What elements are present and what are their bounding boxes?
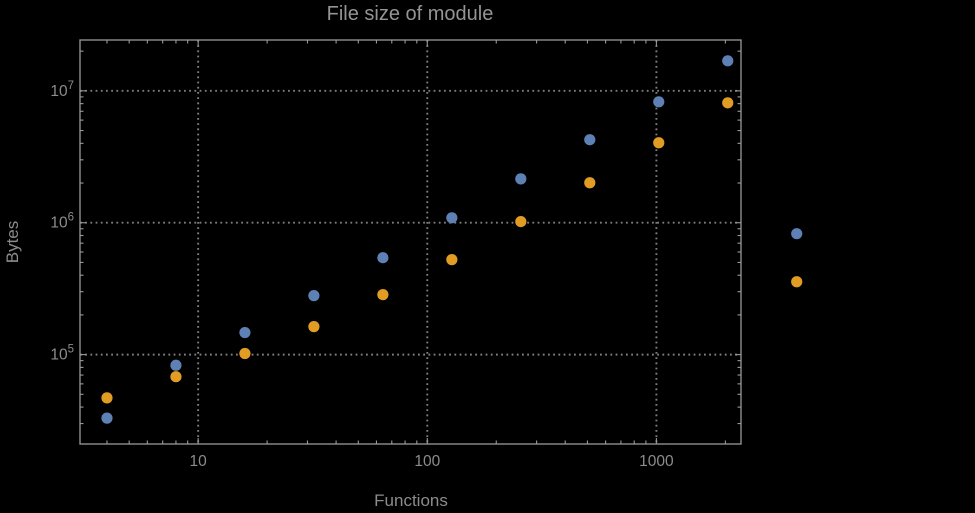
plot-title: File size of module	[326, 3, 494, 25]
data-point-blue	[446, 212, 458, 224]
y-tick-label: 107	[50, 80, 74, 100]
x-tick-label: 100	[414, 453, 440, 470]
data-point-orange	[308, 321, 320, 333]
data-point-blue	[377, 252, 389, 264]
data-point-blue	[791, 228, 803, 240]
data-point-blue	[308, 290, 320, 302]
data-point-blue	[653, 96, 665, 108]
data-point-orange	[170, 371, 182, 383]
data-point-orange	[791, 276, 803, 288]
data-point-orange	[515, 215, 527, 228]
data-point-orange	[239, 347, 251, 360]
data-point-orange	[377, 289, 389, 301]
data-point-blue	[722, 55, 734, 67]
data-point-orange	[722, 97, 734, 109]
data-point-orange	[101, 392, 113, 404]
data-point-blue	[239, 326, 251, 339]
data-point-blue	[515, 173, 527, 185]
x-axis-label: Functions	[374, 491, 448, 510]
y-tick-label: 105	[50, 344, 74, 364]
plot-frame	[79, 39, 742, 445]
data-point-blue	[170, 359, 182, 371]
data-point-blue	[101, 412, 113, 424]
data-point-orange	[584, 177, 596, 189]
data-point-blue	[584, 134, 596, 146]
data-point-orange	[446, 254, 458, 266]
y-tick-label: 106	[50, 212, 74, 232]
y-axis-label: Bytes	[3, 220, 22, 264]
x-tick-label: 10	[190, 453, 208, 470]
x-tick-label: 1000	[639, 453, 674, 470]
data-point-orange	[653, 137, 665, 149]
